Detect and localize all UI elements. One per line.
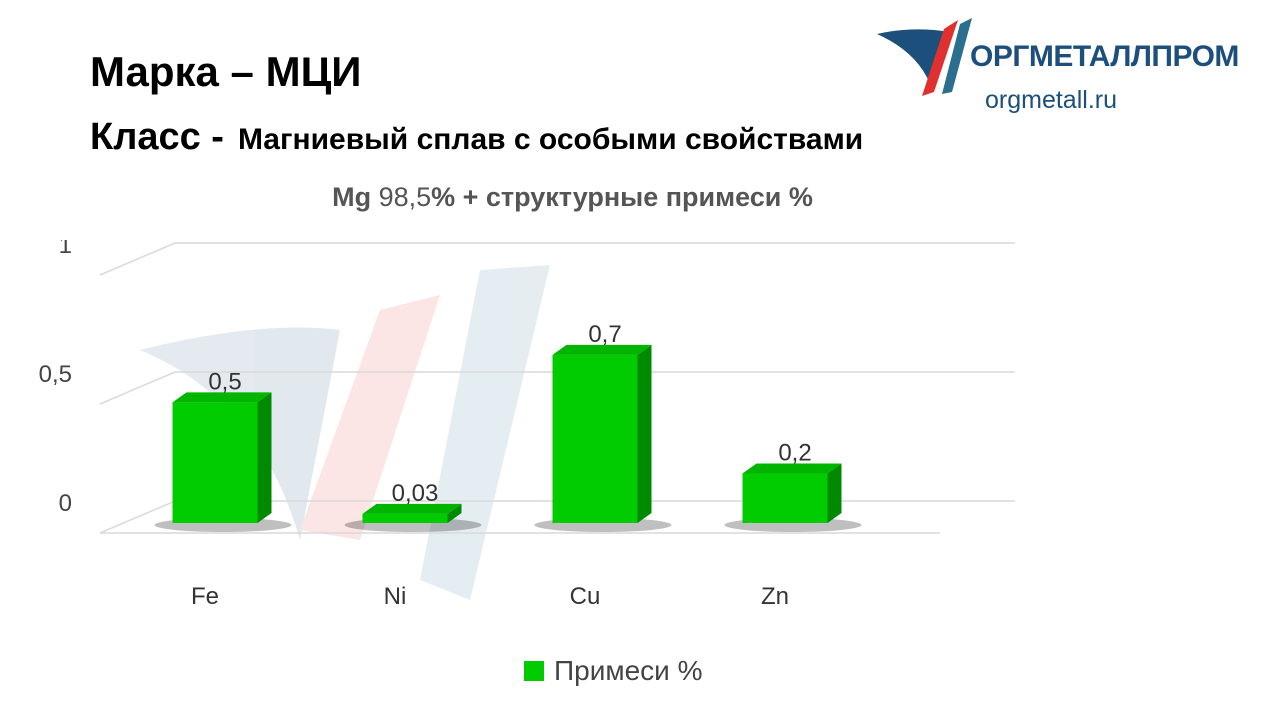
subtitle-value: 98,5 (371, 182, 432, 212)
bar-fe (172, 402, 258, 523)
y-tick-label: 0,5 (39, 361, 72, 388)
subtitle-rest: % + структурные примеси % (431, 182, 813, 212)
x-axis: Fe Ni Cu Zn (191, 583, 789, 610)
x-tick-label-zn: Zn (761, 583, 789, 610)
bar-side-zn (827, 463, 842, 523)
legend-swatch (524, 661, 544, 681)
bar-top-zn (742, 463, 842, 474)
bar-cu (552, 354, 638, 523)
data-label-fe: 0,5 (208, 368, 241, 395)
class-value: Магниевый сплав с особыми свойствами (237, 123, 864, 156)
logo-url: orgmetall.ru (985, 86, 1117, 114)
class-line: Класс - Магниевый сплав с особыми свойств… (90, 116, 863, 159)
y-tick-label: 1 (59, 240, 72, 259)
bar-top-fe (172, 392, 272, 403)
data-label-cu: 0,7 (588, 321, 621, 348)
bar-zn (742, 473, 828, 523)
bar-top-ni (362, 503, 462, 514)
legend-label: Примеси % (554, 655, 703, 686)
data-label-ni: 0,03 (392, 480, 439, 507)
x-tick-label-ni: Ni (384, 583, 407, 610)
bar-side-fe (257, 392, 272, 523)
logo-mark-icon (877, 18, 972, 96)
page-title: Марка – МЦИ (90, 48, 362, 95)
bar-ni (362, 513, 448, 523)
y-axis: 00,51 (39, 240, 72, 517)
bar-side-ni (447, 503, 462, 523)
subtitle-mg: Mg (332, 182, 372, 212)
class-label: Класс - (90, 116, 224, 158)
bar-chart: 0,50,030,70,2 00,51 Fe Ni Cu Zn (39, 240, 1015, 610)
data-label-zn: 0,2 (778, 440, 811, 467)
chart-bars: 0,5 0,03 0,7 0,2 (154, 321, 862, 532)
chart-legend: Примеси % (524, 655, 702, 687)
chart-subtitle: Mg 98,5% + структурные примеси % (0, 182, 1145, 213)
bar-top-cu (552, 344, 652, 355)
x-tick-label-fe: Fe (191, 583, 219, 610)
logo-name: ОРГМЕТАЛЛПРОМ (970, 40, 1239, 73)
x-tick-label-cu: Cu (570, 583, 601, 610)
y-tick-label: 0 (59, 490, 72, 517)
gridline (99, 371, 1015, 405)
bar-side-cu (637, 344, 652, 523)
gridline (99, 242, 1015, 276)
